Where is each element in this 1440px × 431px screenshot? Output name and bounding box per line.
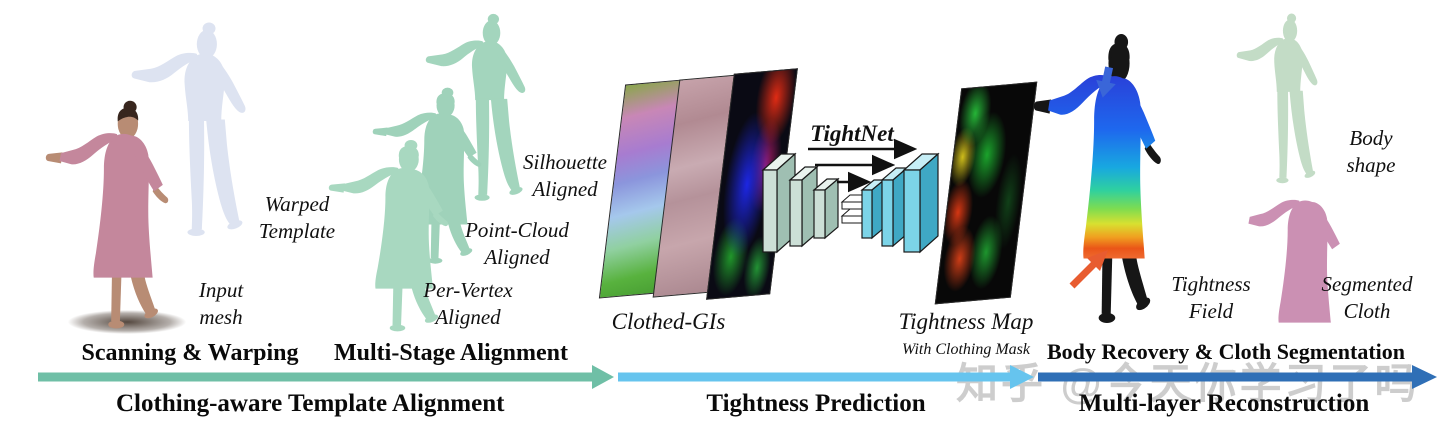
tightness-map-label: Tightness Map (898, 309, 1034, 334)
per-vertex-aligned-label: Per-Vertex Aligned (423, 278, 513, 330)
segmented-cloth-label: Segmented Cloth (1321, 272, 1413, 324)
phase3-label: Multi-layer Reconstruction (1078, 390, 1370, 417)
input-mesh-shadow (48, 306, 206, 338)
point-cloud-aligned-label: Point-Cloud Aligned (465, 218, 569, 270)
tightness-field-label: Tightness Field (1171, 272, 1251, 324)
silhouette-aligned-label: Silhouette Aligned (523, 150, 607, 202)
stage2-caption: Multi-Stage Alignment (334, 340, 568, 366)
stage4-caption: Body Recovery & Cloth Segmentation (1046, 339, 1406, 364)
phase1-label: Clothing-aware Template Alignment (116, 390, 505, 417)
clothed-gis-label: Clothed-GIs (611, 309, 726, 334)
stage1-caption: Scanning & Warping (81, 340, 299, 366)
tightness-map-plane (934, 81, 1038, 305)
tightnet-unet-diagram (761, 138, 940, 254)
zhihu-watermark: 知乎 @今天你学习了吗 (956, 360, 1420, 407)
loose-region-blue-arrow-icon (1096, 66, 1116, 98)
tightnet-label: TightNet (810, 121, 894, 146)
phase2-label: Tightness Prediction (706, 390, 926, 417)
tightness-map-sublabel: With Clothing Mask (902, 341, 1030, 358)
body-shape-label: Body shape (1346, 126, 1396, 178)
input-mesh-label: Input mesh (198, 278, 244, 330)
tightness-prediction-arrow (618, 365, 1034, 389)
template-alignment-arrow (38, 365, 614, 389)
encoder-blocks (761, 152, 840, 254)
skip-connection-arrows (808, 138, 918, 193)
tight-region-orange-arrow-icon (1069, 250, 1108, 289)
multilayer-reconstruction-arrow (1038, 365, 1437, 389)
body-shape-figure (1236, 13, 1318, 184)
warped-template-label: Warped Template (258, 192, 336, 244)
decoder-blocks (860, 152, 940, 254)
pipeline-arrows (38, 365, 1437, 389)
